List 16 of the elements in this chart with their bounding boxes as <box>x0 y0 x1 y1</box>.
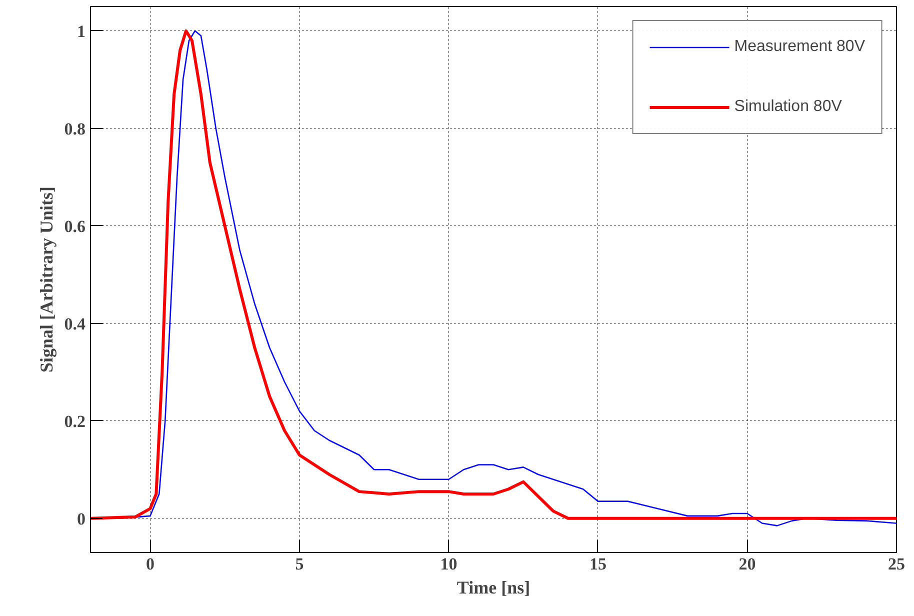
x-tick-label: 25 <box>888 554 905 574</box>
y-tick-label: 0 <box>77 509 86 528</box>
legend-label: Simulation 80V <box>734 98 842 116</box>
x-tick-label: 15 <box>589 554 606 574</box>
x-tick-label: 0 <box>146 554 154 574</box>
x-tick-label: 20 <box>738 554 756 574</box>
y-tick-label: 0.4 <box>64 314 86 334</box>
x-axis-title: Time [ns] <box>456 578 530 598</box>
legend-label: Measurement 80V <box>734 38 865 56</box>
y-axis-title: Signal [Arbitrary Units] <box>36 186 56 372</box>
y-tick-label: 0.6 <box>64 216 86 236</box>
y-tick-label: 0.2 <box>64 412 86 431</box>
x-tick-label: 10 <box>440 554 458 574</box>
y-tick-label: 1 <box>77 22 86 41</box>
y-tick-label: 0.8 <box>64 119 86 138</box>
x-tick-label: 5 <box>295 554 304 574</box>
